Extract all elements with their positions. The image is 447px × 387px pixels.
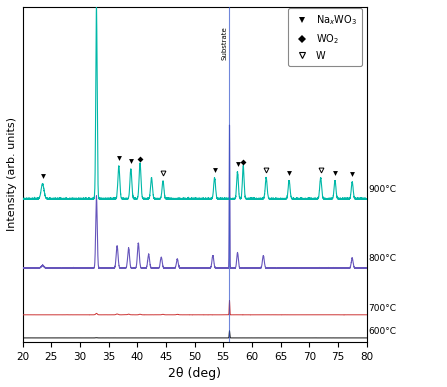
Text: Substrate: Substrate xyxy=(222,26,228,60)
Text: 800°C: 800°C xyxy=(368,254,396,263)
Text: 600°C: 600°C xyxy=(368,327,396,336)
X-axis label: 2θ (deg): 2θ (deg) xyxy=(168,367,221,380)
Text: 700°C: 700°C xyxy=(368,304,396,313)
Text: 900°C: 900°C xyxy=(368,185,396,194)
Y-axis label: Intensity (arb. units): Intensity (arb. units) xyxy=(7,117,17,231)
Legend: Na$_x$WO$_3$, WO$_2$, W: Na$_x$WO$_3$, WO$_2$, W xyxy=(288,9,362,65)
